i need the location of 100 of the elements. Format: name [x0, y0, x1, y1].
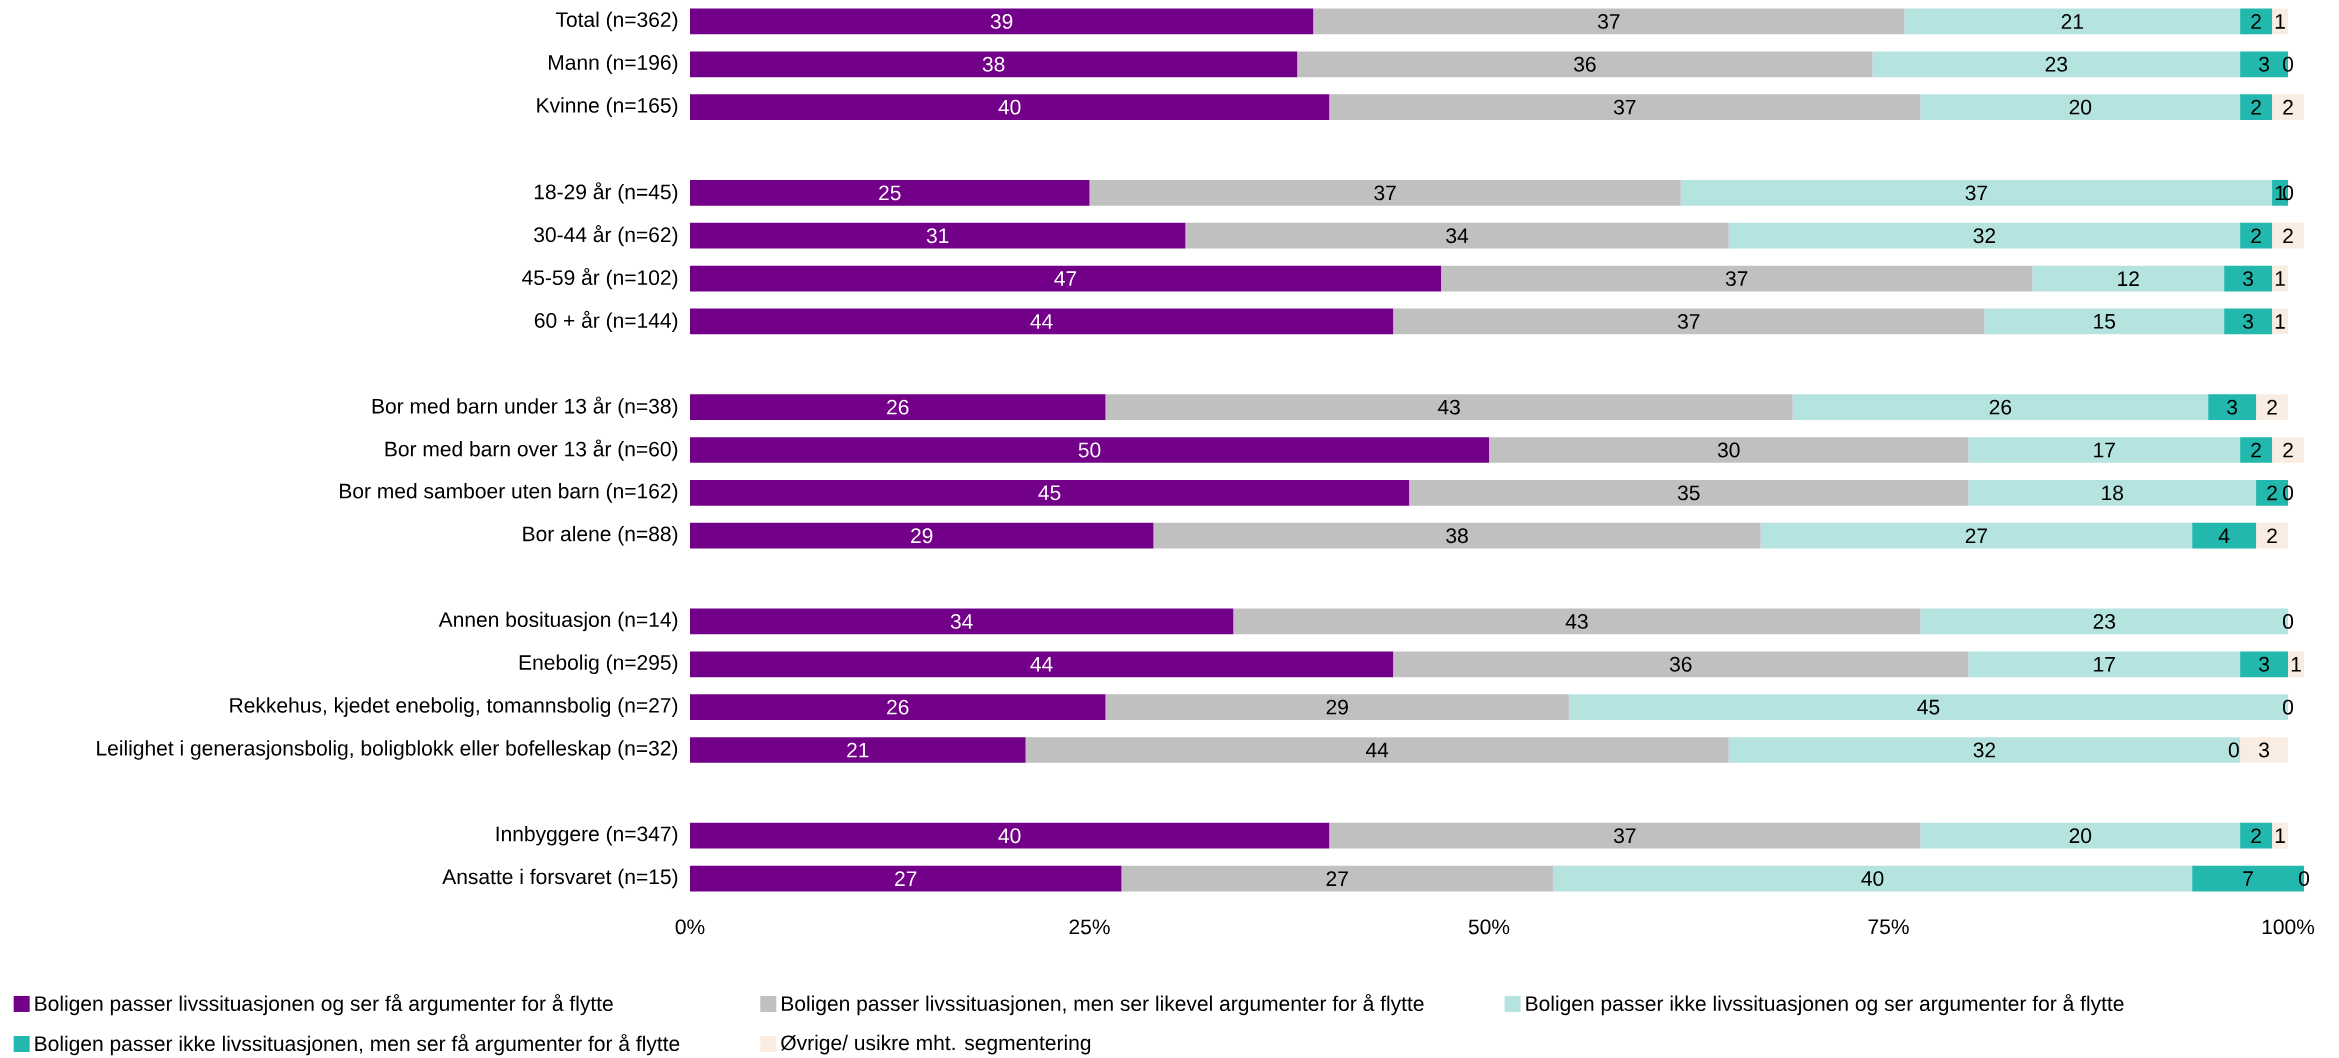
bar — [2240, 437, 2273, 463]
data-label: 2 — [2251, 14, 2261, 29]
data-label: 0 — [2283, 699, 2294, 715]
data-label: 39 — [990, 13, 1013, 29]
bar — [2272, 437, 2305, 463]
bar — [2240, 94, 2273, 120]
data-label: 37 — [1725, 271, 1748, 286]
bar — [1920, 94, 2241, 120]
y-tick-label: Mann (n=196) — [549, 54, 678, 75]
bar — [2256, 394, 2289, 420]
data-label: 37 — [1597, 13, 1620, 29]
data-label: 3 — [2243, 313, 2254, 329]
bar — [1313, 8, 1905, 35]
y-tick-label: Bor med samboer uten barn (n=162) — [340, 483, 678, 503]
y-tick-label: 18-29 år (n=45) — [534, 182, 678, 204]
data-label: 1 — [2275, 185, 2285, 201]
data-label: 23 — [2093, 613, 2116, 629]
y-tick-label: Leilighet i generasjonsbolig, boligblokk eller bofelleskap (n=32) — [97, 740, 678, 760]
data-label: 20 — [2069, 99, 2092, 115]
data-label: 40 — [998, 99, 1021, 115]
bar — [2032, 265, 2225, 292]
bar — [1968, 479, 2257, 506]
bar — [2240, 737, 2289, 763]
legend-label: Boligen passer livssituasjonen, men ser likevel argumenter for å flytte — [782, 993, 1424, 1016]
bar — [1792, 394, 2209, 420]
y-tick-label: 60 + år (n=144) — [534, 310, 678, 333]
data-label: 40 — [1861, 871, 1884, 886]
y-tick-label: Innbyggere (n=347) — [496, 825, 678, 846]
data-label: 0 — [2283, 613, 2294, 629]
data-label: 12 — [2118, 271, 2139, 286]
bar — [1904, 8, 2241, 35]
bar — [1872, 51, 2241, 78]
x-tick-label: 25% — [1069, 919, 1110, 935]
bar — [690, 94, 1330, 120]
bar — [2272, 822, 2289, 849]
data-label: 2 — [2251, 228, 2261, 244]
bar — [690, 265, 1442, 292]
bar — [690, 865, 1122, 892]
bar — [1105, 694, 1569, 720]
data-label: 2 — [2267, 399, 2277, 415]
data-label: 37 — [1374, 185, 1396, 201]
bar — [690, 437, 1490, 463]
data-label: 15 — [2094, 314, 2116, 329]
legend-label: Boligen passer livssituasjonen og ser få argumenter for å flytte — [35, 993, 613, 1016]
data-label: 0 — [2299, 871, 2310, 886]
bar — [690, 394, 1106, 420]
data-label: 2 — [2251, 828, 2261, 844]
bar — [690, 222, 1186, 249]
data-label: 2 — [2283, 442, 2293, 458]
data-label: 2 — [2251, 99, 2261, 115]
x-tick-label: 100% — [2262, 919, 2315, 935]
x-tick-label: 75% — [1868, 919, 1909, 935]
data-label: 0 — [2283, 185, 2294, 201]
data-label: 2 — [2283, 99, 2293, 115]
y-tick-label: Kvinne (n=165) — [537, 97, 678, 117]
bar — [690, 737, 1026, 763]
bar — [2288, 651, 2305, 678]
y-tick-label: 45-59 år (n=102) — [522, 267, 678, 290]
data-label: 45 — [1917, 699, 1940, 715]
y-tick-label: Annen bosituasjon (n=14) — [438, 611, 678, 632]
data-label: 26 — [1989, 399, 2012, 415]
bar — [2240, 651, 2289, 678]
data-label: 50 — [1078, 442, 1101, 458]
y-tick-label: Ansatte i forsvaret (n=15) — [442, 868, 678, 889]
bar — [690, 522, 1154, 549]
bar — [1393, 308, 1985, 335]
legend-label: Øvrige/ usikre mht. segmentering — [781, 1034, 1091, 1055]
bar — [2240, 822, 2273, 849]
data-label: 3 — [2259, 56, 2269, 72]
bar — [690, 8, 1314, 35]
bar — [2240, 222, 2273, 249]
data-label: 18 — [2102, 485, 2124, 501]
bar — [2224, 308, 2273, 335]
bar — [1089, 179, 1681, 206]
data-label: 40 — [998, 828, 1021, 844]
bar — [690, 479, 1410, 506]
y-tick-label: 30-44 år (n=62) — [534, 225, 678, 247]
data-label: 17 — [2094, 657, 2115, 672]
y-tick-label: Total (n=362) — [555, 11, 678, 32]
data-label: 3 — [2259, 656, 2269, 672]
bar — [2192, 522, 2257, 549]
bar — [1297, 51, 1873, 78]
bar — [690, 651, 1394, 678]
legend-label: Boligen passer ikke livssituasjonen og ser argumenter for å flytte — [1526, 993, 2124, 1016]
data-label: 29 — [1326, 699, 1348, 715]
bar — [1105, 394, 1793, 420]
data-label: 32 — [1973, 742, 1996, 758]
data-label: 37 — [1677, 313, 1700, 329]
bar — [1728, 222, 2241, 249]
bar — [690, 51, 1298, 78]
data-label: 23 — [2045, 56, 2068, 72]
bar — [1393, 651, 1969, 678]
x-tick-label: 0% — [675, 919, 705, 935]
bar — [1728, 737, 2241, 763]
data-label: 44 — [1365, 742, 1389, 758]
y-tick-label: Bor alene (n=88) — [523, 525, 678, 546]
data-label: 44 — [1030, 314, 1053, 329]
bar — [1329, 94, 1921, 120]
data-label: 37 — [1613, 99, 1636, 115]
data-label: 47 — [1054, 271, 1077, 286]
